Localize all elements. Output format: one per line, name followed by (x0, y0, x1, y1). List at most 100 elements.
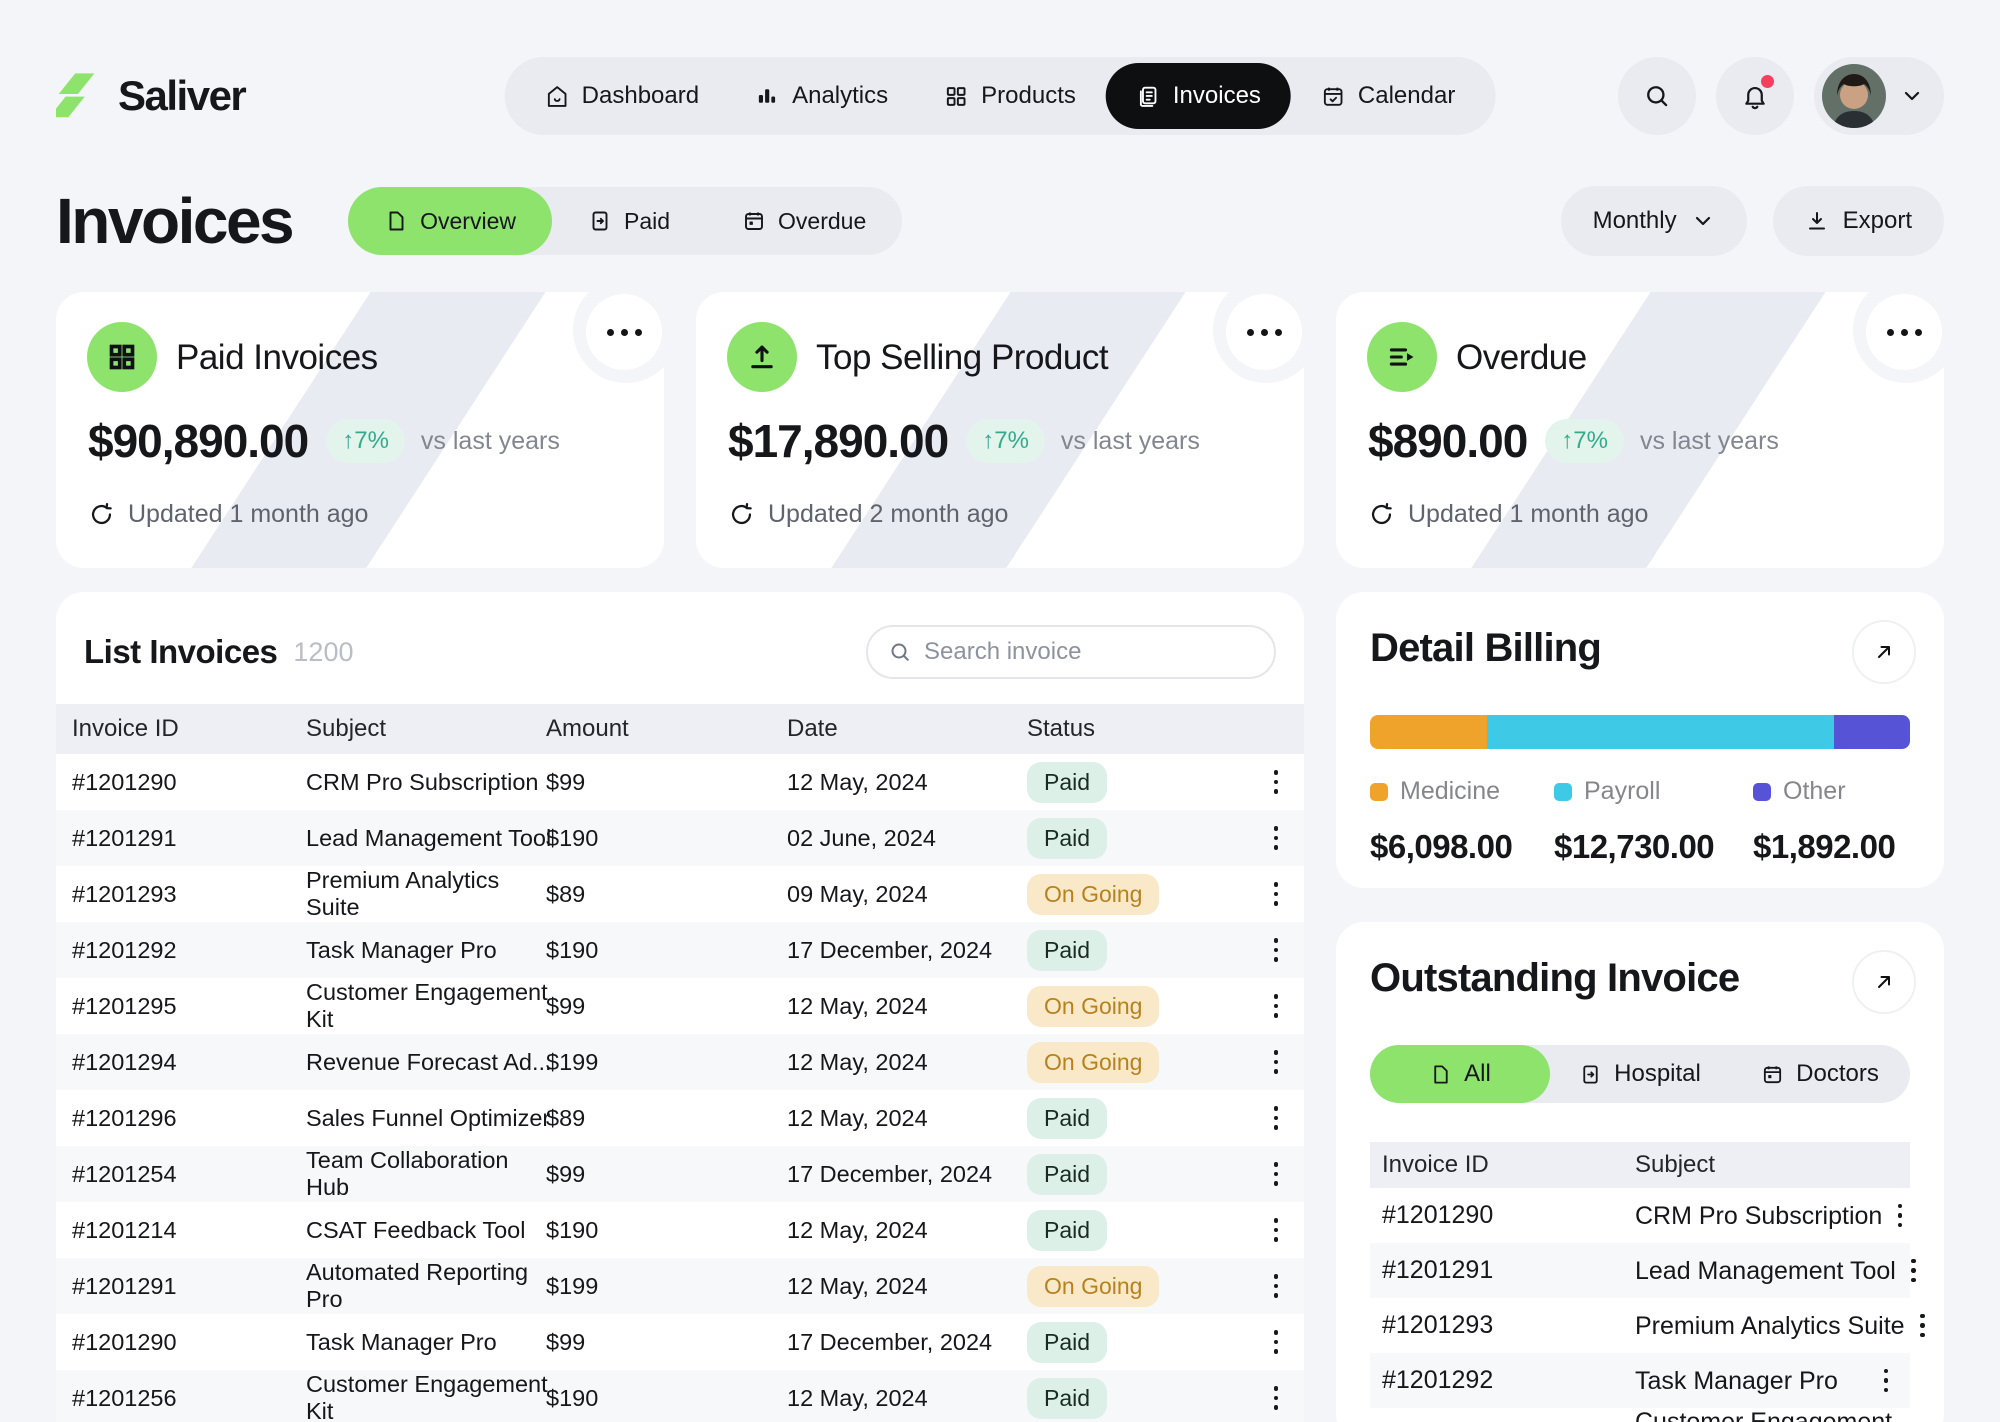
user-menu[interactable] (1814, 57, 1944, 135)
table-row[interactable]: #1201214 CSAT Feedback Tool $190 12 May,… (56, 1202, 1304, 1258)
stat-updated: Updated 1 month ago (1408, 500, 1649, 528)
card-menu-button[interactable] (1866, 294, 1942, 370)
status-badge: Paid (1027, 1321, 1108, 1363)
calendar-check-icon (1324, 87, 1343, 106)
download-icon (1808, 212, 1825, 230)
cell-subject: Team Collaboration Hub (306, 1147, 509, 1200)
search-icon (891, 643, 909, 661)
notifications-button[interactable] (1716, 57, 1794, 135)
row-menu-button[interactable] (1264, 1154, 1289, 1194)
tab-label: All (1464, 1060, 1491, 1087)
list-title: List Invoices (84, 633, 278, 670)
period-select[interactable]: Monthly (1560, 186, 1747, 256)
list-item[interactable]: #1201291 Lead Management Tool (1370, 1243, 1916, 1298)
bar-segment-other (1833, 715, 1910, 749)
stat-note: vs last years (1060, 426, 1200, 455)
col-amount: Amount (546, 715, 629, 742)
outstanding-open-button[interactable] (1852, 950, 1916, 1014)
tab-hospital[interactable]: Hospital (1550, 1045, 1730, 1103)
search-button[interactable] (1618, 57, 1696, 135)
row-menu-button[interactable] (1264, 818, 1289, 858)
top-bar: Saliver Dashboard Analytics Products Inv… (56, 57, 1944, 135)
table-row[interactable]: #1201290 Task Manager Pro $99 17 Decembe… (56, 1314, 1304, 1370)
legend-dot-payroll (1554, 782, 1572, 801)
row-menu-button[interactable] (1264, 930, 1289, 970)
tab-overdue[interactable]: Overdue (706, 187, 902, 255)
brand-name: Saliver (118, 72, 247, 119)
nav-item-analytics[interactable]: Analytics (729, 57, 914, 135)
row-menu-button[interactable] (1888, 1196, 1913, 1236)
row-menu-button[interactable] (1264, 1266, 1289, 1306)
list-item[interactable]: #1201295 Customer Engagement Kit (1370, 1408, 1910, 1422)
bar-segment-medicine (1370, 715, 1488, 749)
row-menu-button[interactable] (1264, 1098, 1289, 1138)
row-menu-button[interactable] (1874, 1361, 1899, 1401)
row-menu-button[interactable] (1264, 986, 1289, 1026)
billing-value-medicine: $6,098.00 (1370, 828, 1513, 865)
status-badge: Paid (1027, 1377, 1108, 1419)
cell-amount: $99 (546, 768, 586, 795)
table-row[interactable]: #1201295 Customer Engagement Kit $99 12 … (56, 978, 1304, 1034)
list-item[interactable]: #1201292 Task Manager Pro (1370, 1353, 1910, 1408)
stat-card-paid-invoices: Paid Invoices $90,890.00 ↑7% vs last yea… (56, 292, 664, 568)
status-badge: Paid (1027, 1153, 1108, 1195)
cell-amount: $199 (546, 1272, 599, 1299)
cell-subject: Revenue Forecast Ad... (306, 1048, 552, 1075)
invoice-search[interactable] (866, 625, 1276, 679)
search-input[interactable] (924, 638, 1254, 666)
brand-logo: Saliver (56, 57, 247, 135)
row-menu-button[interactable] (1264, 762, 1289, 802)
row-menu-button[interactable] (1898, 1416, 1923, 1422)
tab-label: Hospital (1614, 1060, 1701, 1087)
cell-amount: $199 (546, 1048, 599, 1075)
row-menu-button[interactable] (1264, 874, 1289, 914)
table-row[interactable]: #1201291 Lead Management Tool $190 02 Ju… (56, 810, 1304, 866)
cell-amount: $190 (546, 824, 599, 851)
card-menu-button[interactable] (1226, 294, 1302, 370)
row-menu-button[interactable] (1264, 1378, 1289, 1418)
card-menu-button[interactable] (586, 294, 662, 370)
outstanding-title: Outstanding Invoice (1370, 956, 1740, 1000)
tab-doctors[interactable]: Doctors (1730, 1045, 1910, 1103)
cell-subject: Sales Funnel Optimizer (306, 1104, 551, 1131)
nav-item-invoices[interactable]: Invoices (1105, 63, 1291, 129)
nav-item-dashboard[interactable]: Dashboard (519, 57, 725, 135)
cell-id: #1201290 (1382, 1201, 1494, 1229)
cell-id: #1201290 (72, 768, 177, 795)
chevron-down-icon (1900, 84, 1924, 108)
outstanding-rows: #1201290 CRM Pro Subscription #1201291 L… (1370, 1188, 1925, 1422)
table-row[interactable]: #1201290 CRM Pro Subscription $99 12 May… (56, 754, 1304, 810)
cell-subject: CRM Pro Subscription (1635, 1201, 1883, 1230)
table-row[interactable]: #1201256 Customer Engagement Kit $190 12… (56, 1370, 1304, 1422)
row-menu-button[interactable] (1264, 1210, 1289, 1250)
nav-item-calendar[interactable]: Calendar (1295, 57, 1481, 135)
tab-all[interactable]: All (1370, 1045, 1550, 1103)
period-label: Monthly (1592, 207, 1677, 234)
table-row[interactable]: #1201294 Revenue Forecast Ad... $199 12 … (56, 1034, 1304, 1090)
bar-segment-payroll (1487, 715, 1834, 749)
table-row[interactable]: #1201254 Team Collaboration Hub $99 17 D… (56, 1146, 1304, 1202)
table-row[interactable]: #1201291 Automated Reporting Pro $199 12… (56, 1258, 1304, 1314)
table-row[interactable]: #1201293 Premium Analytics Suite $89 09 … (56, 866, 1304, 922)
row-menu-button[interactable] (1264, 1322, 1289, 1362)
detail-billing-open-button[interactable] (1852, 620, 1916, 684)
list-item[interactable]: #1201293 Premium Analytics Suite (1370, 1298, 1925, 1353)
file-arrow-icon (592, 211, 608, 231)
row-menu-button[interactable] (1264, 1042, 1289, 1082)
cell-id: #1201294 (72, 1048, 177, 1075)
table-row[interactable]: #1201292 Task Manager Pro $190 17 Decemb… (56, 922, 1304, 978)
table-row[interactable]: #1201296 Sales Funnel Optimizer $89 12 M… (56, 1090, 1304, 1146)
cell-id: #1201295 (72, 992, 177, 1019)
tab-paid[interactable]: Paid (552, 187, 706, 255)
arrow-up-right-icon (1878, 646, 1890, 658)
calendar-icon (1764, 1065, 1782, 1083)
nav-item-products[interactable]: Products (918, 57, 1102, 135)
export-button[interactable]: Export (1772, 186, 1944, 256)
col-subject: Subject (306, 715, 387, 742)
cell-subject: CSAT Feedback Tool (306, 1216, 526, 1243)
row-menu-button[interactable] (1910, 1306, 1935, 1346)
row-menu-button[interactable] (1901, 1251, 1926, 1291)
search-icon (1647, 86, 1668, 107)
list-item[interactable]: #1201290 CRM Pro Subscription (1370, 1188, 1910, 1243)
tab-overview[interactable]: Overview (348, 187, 552, 255)
